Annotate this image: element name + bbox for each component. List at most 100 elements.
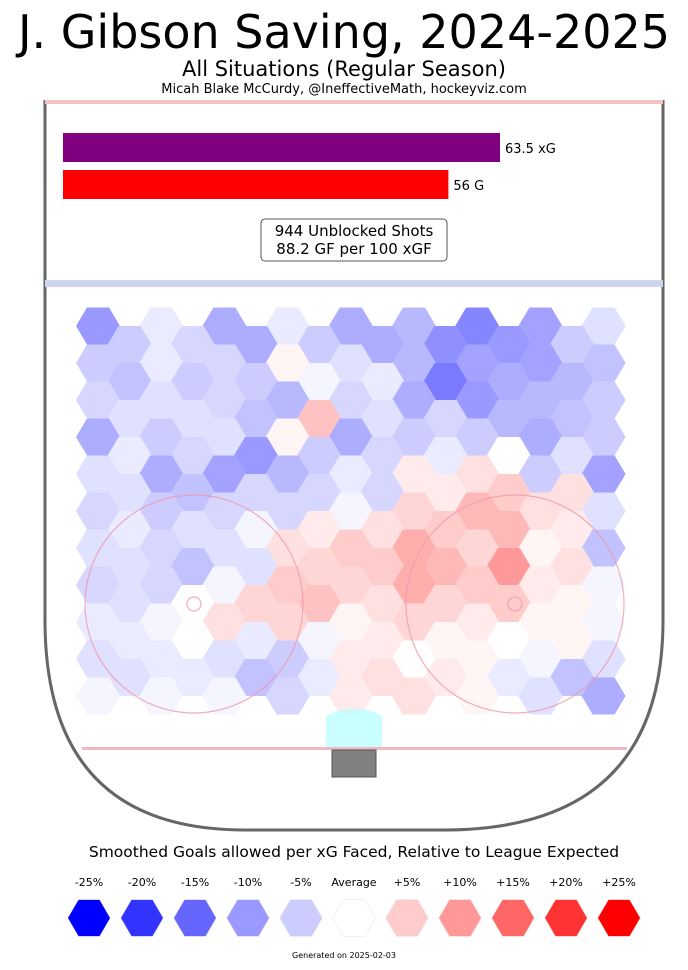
- legend-swatch: [120, 899, 164, 937]
- heatmap-cell: [550, 585, 594, 622]
- heatmap-cell: [518, 307, 563, 345]
- heatmap-cell: [328, 566, 373, 604]
- heatmap-cell: [392, 603, 436, 641]
- heatmap-cell: [486, 511, 531, 548]
- heatmap-cell: [423, 585, 468, 622]
- legend-label: +20%: [549, 876, 583, 889]
- generated-date: Generated on 2025-02-03: [292, 951, 396, 960]
- heatmap-cell: [107, 511, 152, 548]
- heatmap-cell: [297, 659, 342, 696]
- heatmap-cell: [392, 381, 436, 419]
- heatmap-cell: [265, 603, 310, 641]
- heatmap-cell: [550, 474, 594, 511]
- legend-label: Average: [331, 876, 376, 889]
- heatmap-cell: [265, 307, 310, 345]
- heatmap-cell: [202, 455, 247, 493]
- heatmap-cell: [455, 566, 500, 604]
- heatmap-cell: [392, 418, 436, 456]
- heatmap-cell: [392, 455, 436, 493]
- heatmap-cell: [328, 492, 373, 530]
- heatmap-cell: [423, 400, 468, 437]
- heatmap-cell: [360, 659, 405, 696]
- heatmap-cell: [392, 640, 436, 678]
- heatmap-cell: [518, 344, 563, 382]
- heatmap-cell: [550, 659, 594, 696]
- heatmap-cell: [76, 381, 120, 419]
- heatmap-cell: [328, 529, 373, 567]
- heatmap-cell: [76, 603, 120, 641]
- heatmap-cell: [581, 455, 626, 493]
- summary-box: [260, 218, 448, 262]
- heatmap-cell: [107, 363, 152, 400]
- heatmap-cell: [518, 603, 563, 641]
- heatmap-cell: [170, 622, 215, 659]
- heatmap-cell: [581, 566, 626, 604]
- heatmap-cell: [486, 622, 531, 659]
- heatmap-cell: [360, 400, 405, 437]
- heatmap-cell: [107, 437, 152, 474]
- legend-swatch: [173, 899, 217, 937]
- heatmap-cell: [297, 511, 342, 548]
- heatmap-cell: [76, 492, 120, 530]
- legend-swatch: [279, 899, 323, 937]
- heatmap-cell: [202, 529, 247, 567]
- heatmap-cell: [202, 492, 247, 530]
- heatmap-cell: [423, 326, 468, 363]
- heatmap-cell: [550, 363, 594, 400]
- heatmap-cell: [550, 326, 594, 363]
- heatmap-cell: [139, 307, 184, 345]
- heatmap-cell: [139, 677, 184, 715]
- heatmap-cell: [328, 677, 373, 715]
- heatmap-cell: [170, 326, 215, 363]
- heatmap-cell: [360, 585, 405, 622]
- goal-net: [331, 749, 377, 778]
- heatmap-cell: [360, 437, 405, 474]
- heatmap-cell: [392, 677, 436, 715]
- heatmap-cell: [107, 659, 152, 696]
- heatmap-cell: [550, 400, 594, 437]
- legend-label: -15%: [181, 876, 209, 889]
- heatmap-cell: [139, 344, 184, 382]
- heatmap-cell: [265, 492, 310, 530]
- heatmap-hexes: [76, 307, 626, 715]
- heatmap-cell: [107, 548, 152, 585]
- legend-swatch: [544, 899, 588, 937]
- heatmap-cell: [423, 659, 468, 696]
- legend-swatch: [438, 899, 482, 937]
- heatmap-cell: [139, 418, 184, 456]
- heatmap-cell: [423, 363, 468, 400]
- heatmap-cell: [234, 474, 278, 511]
- heatmap-cell: [392, 344, 436, 382]
- heatmap-cell: [170, 363, 215, 400]
- legend-label: +5%: [394, 876, 421, 889]
- heatmap-cell: [392, 529, 436, 567]
- heatmap-cell: [328, 344, 373, 382]
- heatmap-cell: [392, 566, 436, 604]
- legend-swatch: [332, 899, 376, 937]
- heatmap-cell: [392, 492, 436, 530]
- heatmap-cell: [550, 511, 594, 548]
- heatmap-cell: [581, 640, 626, 678]
- heatmap-cell: [265, 566, 310, 604]
- heatmap-cell: [360, 548, 405, 585]
- heatmap-cell: [170, 400, 215, 437]
- heatmap-cell: [518, 381, 563, 419]
- heatmap-cell: [455, 381, 500, 419]
- heatmap-cell: [297, 437, 342, 474]
- heatmap-cell: [328, 418, 373, 456]
- heatmap-cell: [581, 529, 626, 567]
- rink-boards: [43, 100, 665, 832]
- heatmap-cell: [328, 603, 373, 641]
- heatmap-cell: [392, 307, 436, 345]
- heatmap-cell: [234, 659, 278, 696]
- legend-label: -25%: [75, 876, 103, 889]
- heatmap-cell: [265, 418, 310, 456]
- goals-bar: [63, 170, 449, 199]
- right-faceoff-circle: [405, 494, 625, 714]
- goal-line: [82, 747, 627, 750]
- heatmap-cell: [297, 585, 342, 622]
- legend-swatch: [597, 899, 641, 937]
- heatmap-cell: [328, 640, 373, 678]
- heatmap-cell: [265, 344, 310, 382]
